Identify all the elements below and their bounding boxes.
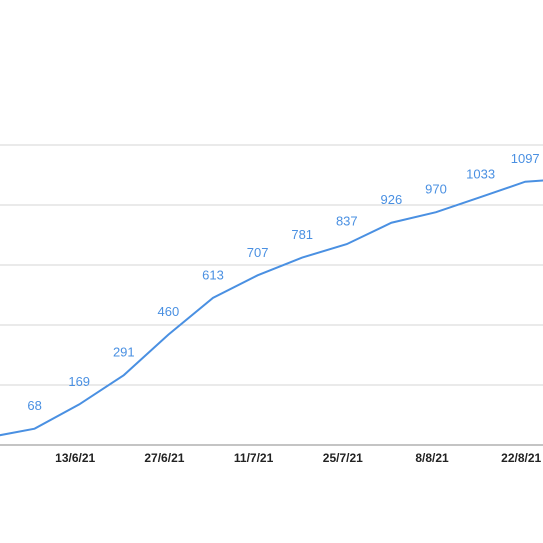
line [0,179,543,437]
x-tick-label: 25/7/21 [323,451,363,465]
x-tick-label: 8/8/21 [415,451,449,465]
value-label: 1097 [511,151,540,166]
value-label: 613 [202,267,224,282]
x-tick-label: 13/6/21 [55,451,95,465]
x-tick-label: 11/7/21 [234,451,274,465]
value-label: 970 [425,182,447,197]
value-label: 169 [68,374,90,389]
value-label: 707 [247,245,269,260]
x-tick-label: 22/8/21 [501,451,541,465]
value-label: 1033 [466,167,495,182]
value-label: 837 [336,214,358,229]
value-label: 460 [158,304,180,319]
value-label: 781 [291,227,313,242]
x-tick-label: 27/6/21 [144,451,184,465]
value-label: 68 [27,398,41,413]
value-label: 291 [113,345,135,360]
value-label: 926 [381,192,403,207]
